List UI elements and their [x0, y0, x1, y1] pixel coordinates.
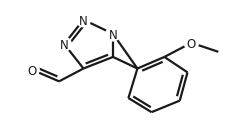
Circle shape — [106, 27, 120, 41]
Text: O: O — [28, 65, 37, 78]
Text: N: N — [60, 39, 69, 52]
Circle shape — [25, 63, 39, 77]
Text: N: N — [79, 15, 88, 28]
Text: O: O — [187, 38, 196, 51]
Circle shape — [57, 37, 71, 51]
Circle shape — [76, 13, 91, 27]
Circle shape — [184, 36, 198, 50]
Text: N: N — [109, 29, 117, 42]
